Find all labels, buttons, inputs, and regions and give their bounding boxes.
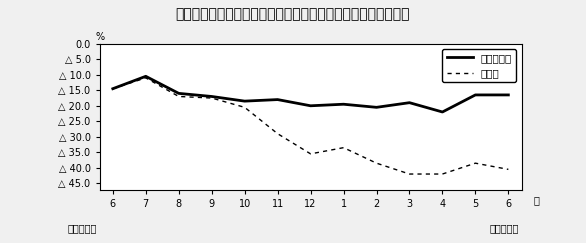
調査産業計 [406, 101, 413, 104]
製造業 [373, 162, 380, 165]
調査産業計 [208, 95, 215, 98]
調査産業計 [175, 92, 182, 95]
製造業 [406, 173, 413, 175]
調査産業計 [307, 104, 314, 107]
Text: 平成２１年: 平成２１年 [489, 223, 519, 233]
Line: 製造業: 製造業 [113, 78, 508, 174]
調査産業計 [373, 106, 380, 109]
製造業 [241, 106, 248, 109]
製造業 [208, 96, 215, 99]
製造業 [142, 76, 149, 79]
製造業 [307, 152, 314, 155]
Text: %: % [95, 32, 104, 42]
調査産業計 [472, 94, 479, 96]
製造業 [505, 168, 512, 171]
Legend: 調査産業計, 製造業: 調査産業計, 製造業 [442, 49, 516, 82]
調査産業計 [340, 103, 347, 106]
調査産業計 [241, 100, 248, 103]
製造業 [472, 162, 479, 165]
調査産業計 [109, 87, 116, 90]
製造業 [175, 95, 182, 98]
製造業 [274, 132, 281, 135]
製造業 [439, 173, 446, 175]
Text: 月: 月 [533, 195, 539, 206]
Text: 平成２０年: 平成２０年 [67, 223, 97, 233]
調査産業計 [439, 111, 446, 113]
調査産業計 [142, 75, 149, 78]
調査産業計 [274, 98, 281, 101]
製造業 [109, 87, 116, 90]
製造業 [340, 146, 347, 149]
調査産業計 [505, 94, 512, 96]
Text: 第２図　所定外労働時間対前年同月比の推移（規模５人以上）: 第２図 所定外労働時間対前年同月比の推移（規模５人以上） [176, 7, 410, 21]
Line: 調査産業計: 調査産業計 [113, 76, 508, 112]
